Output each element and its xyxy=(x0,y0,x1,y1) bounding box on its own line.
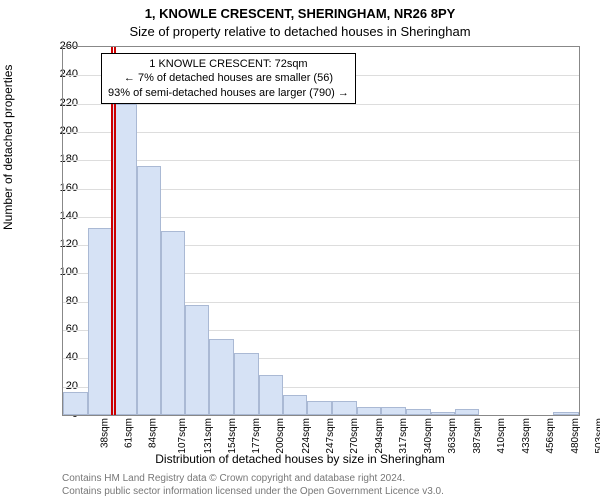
x-tick-label: 294sqm xyxy=(374,418,385,454)
x-tick-label: 247sqm xyxy=(325,418,336,454)
gridline-h xyxy=(63,132,579,133)
x-tick-label: 131sqm xyxy=(203,418,214,454)
footnote-line2: Contains public sector information licen… xyxy=(62,486,444,499)
x-tick-label: 480sqm xyxy=(570,418,581,454)
histogram-bar xyxy=(259,375,283,415)
histogram-bar xyxy=(209,339,233,415)
footnote: Contains HM Land Registry data © Crown c… xyxy=(62,473,444,498)
histogram-bar xyxy=(137,166,161,415)
histogram-bar xyxy=(406,409,430,415)
histogram-bar xyxy=(455,409,479,415)
chart-title-line2: Size of property relative to detached ho… xyxy=(0,24,600,39)
x-tick-label: 387sqm xyxy=(472,418,483,454)
x-tick-label: 200sqm xyxy=(275,418,286,454)
x-tick-label: 154sqm xyxy=(227,418,238,454)
x-tick-label: 61sqm xyxy=(123,418,134,448)
plot-area: 1 KNOWLE CRESCENT: 72sqm← 7% of detached… xyxy=(62,46,580,416)
histogram-bar xyxy=(63,392,88,415)
x-tick-label: 340sqm xyxy=(423,418,434,454)
x-tick-label: 107sqm xyxy=(177,418,188,454)
histogram-bar xyxy=(185,305,209,415)
annotation-box: 1 KNOWLE CRESCENT: 72sqm← 7% of detached… xyxy=(101,53,356,104)
x-tick-label: 456sqm xyxy=(545,418,556,454)
histogram-bar xyxy=(88,228,112,415)
x-tick-label: 433sqm xyxy=(521,418,532,454)
annotation-line2: ← 7% of detached houses are smaller (56) xyxy=(108,71,349,85)
histogram-bar xyxy=(307,401,331,415)
histogram-bar xyxy=(112,104,136,415)
x-tick-label: 410sqm xyxy=(496,418,507,454)
x-tick-label: 363sqm xyxy=(447,418,458,454)
histogram-bar xyxy=(283,395,307,415)
histogram-bar xyxy=(234,353,259,415)
annotation-line1: 1 KNOWLE CRESCENT: 72sqm xyxy=(108,57,349,71)
annotation-line3: 93% of semi-detached houses are larger (… xyxy=(108,86,349,100)
histogram-bar xyxy=(381,407,406,415)
x-tick-label: 177sqm xyxy=(251,418,262,454)
histogram-bar xyxy=(431,412,455,415)
y-axis-label: Number of detached properties xyxy=(1,65,15,230)
histogram-bar xyxy=(357,407,381,415)
x-tick-label: 38sqm xyxy=(99,418,110,448)
x-tick-label: 270sqm xyxy=(349,418,360,454)
x-tick-label: 317sqm xyxy=(399,418,410,454)
histogram-bar xyxy=(553,412,579,415)
x-tick-label: 224sqm xyxy=(301,418,312,454)
histogram-bar xyxy=(332,401,357,415)
x-tick-label: 503sqm xyxy=(594,418,600,454)
footnote-line1: Contains HM Land Registry data © Crown c… xyxy=(62,473,444,486)
chart-title-line1: 1, KNOWLE CRESCENT, SHERINGHAM, NR26 8PY xyxy=(0,6,600,21)
chart-container: 1, KNOWLE CRESCENT, SHERINGHAM, NR26 8PY… xyxy=(0,0,600,500)
x-axis-label: Distribution of detached houses by size … xyxy=(0,452,600,466)
x-tick-label: 84sqm xyxy=(148,418,159,448)
gridline-h xyxy=(63,160,579,161)
histogram-bar xyxy=(161,231,185,415)
